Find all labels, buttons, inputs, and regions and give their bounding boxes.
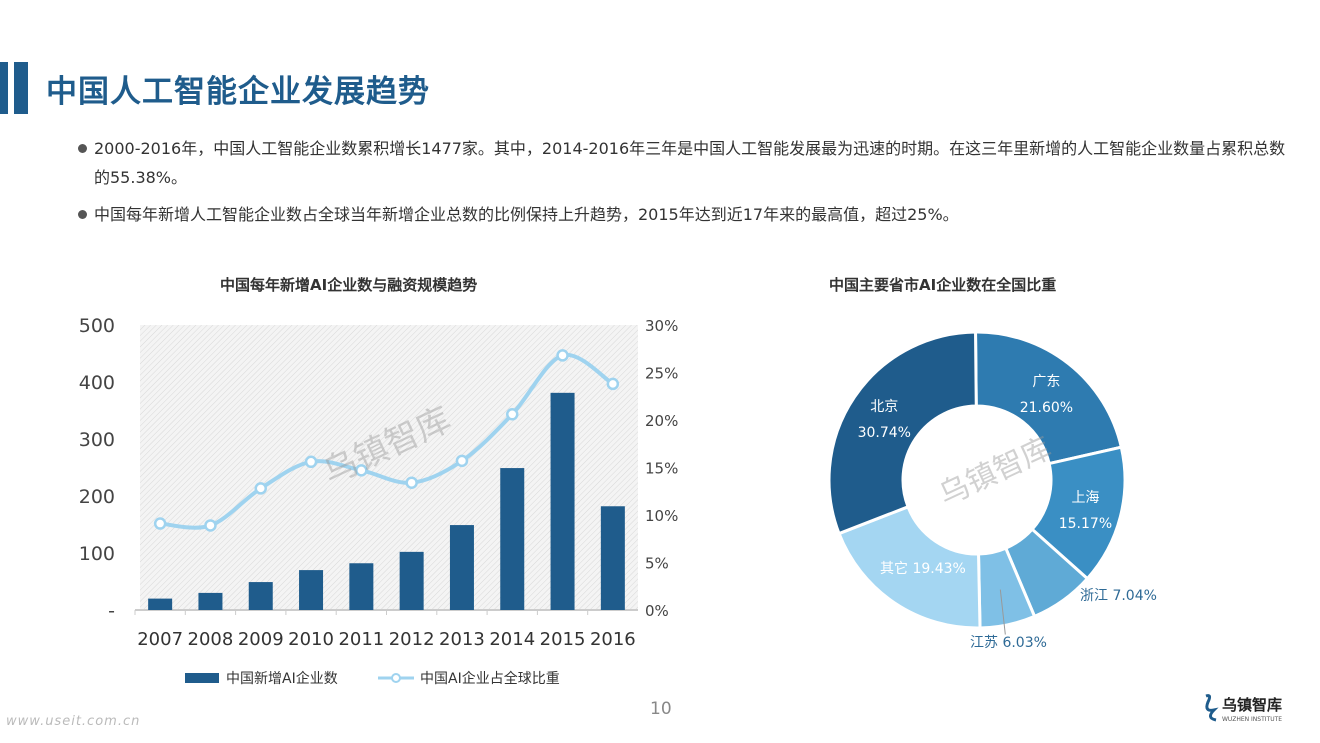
line-point (355, 464, 368, 477)
slice-label: 广东 (1032, 374, 1060, 390)
line-series (159, 352, 614, 530)
bar (449, 525, 474, 610)
y-tick-label: 500 (79, 315, 115, 337)
legend-label: 中国AI企业占全球比重 (420, 670, 560, 687)
pie-chart-title: 中国主要省市AI企业数在全国比重 (829, 276, 1057, 294)
y2-tick-label: 5% (645, 555, 669, 573)
svg-text:WUZHEN INSTITUTE: WUZHEN INSTITUTE (1222, 716, 1282, 723)
slice-value: 15.17% (1059, 516, 1112, 532)
x-tick-label: 2013 (439, 629, 485, 650)
bar (248, 582, 273, 610)
x-tick-label: 2014 (489, 629, 535, 650)
donut-slice (827, 330, 978, 536)
x-tick-label: 2008 (188, 629, 234, 650)
x-tick-label: 2010 (288, 629, 334, 650)
bullet-list: 2000-2016年，中国人工智能企业数累积增长1477家。其中，2014-20… (78, 134, 1293, 237)
slice-label: 浙江 7.04% (1080, 588, 1157, 604)
svg-text:乌镇智库: 乌镇智库 (1222, 696, 1282, 714)
y-tick-label: 200 (79, 486, 115, 508)
y2-tick-label: 30% (645, 317, 678, 335)
bar-chart-title: 中国每年新增AI企业数与融资规模趋势 (220, 276, 478, 294)
bar (550, 392, 575, 610)
y2-tick-label: 25% (645, 365, 678, 383)
brand-logo: 乌镇智库 WUZHEN INSTITUTE (1200, 690, 1300, 724)
y-tick-label: 300 (79, 429, 115, 451)
slice-value: 21.60% (1020, 400, 1073, 416)
donut-slice (974, 330, 1124, 466)
slice-label: 江苏 6.03% (970, 635, 1047, 651)
bar (148, 598, 173, 610)
line-point (556, 349, 569, 362)
y-tick-label: 100 (79, 543, 115, 565)
donut-chart: 广东 21.60% 上海 15.17% 浙江 7.04% 江苏 6.03% 其它 19.43… (827, 330, 1157, 651)
bar (500, 468, 525, 610)
x-tick-label: 2012 (389, 629, 435, 650)
donut-slice (837, 504, 982, 630)
line-point (153, 517, 167, 530)
line-point (304, 455, 318, 469)
y2-tick-label: 0% (645, 602, 669, 620)
bar (600, 506, 625, 610)
line-point (204, 519, 217, 532)
bar (198, 592, 223, 610)
y2-tick-label: 20% (645, 412, 678, 430)
bar (299, 570, 324, 610)
slice-label: 上海 (1071, 490, 1099, 506)
line-point (455, 454, 469, 468)
page-number: 10 (650, 699, 672, 719)
bullet-item: 2000-2016年，中国人工智能企业数累积增长1477家。其中，2014-20… (78, 134, 1293, 192)
slice-value: 30.74% (858, 425, 911, 441)
slice-label: 北京 (870, 399, 898, 415)
bar (349, 563, 374, 610)
y2-tick-label: 10% (645, 507, 678, 525)
watermark: 乌镇智库 (934, 431, 1058, 513)
y-tick-label: 400 (79, 372, 115, 394)
leader-line (999, 589, 1006, 635)
slice-label: 其它 19.43% (880, 560, 966, 577)
title-accent-bar (0, 62, 8, 114)
y2-tick-label: 15% (645, 460, 678, 478)
x-tick-label: 2007 (137, 629, 183, 650)
x-tick-label: 2016 (590, 629, 636, 650)
x-tick-label: 2011 (338, 629, 384, 650)
bullet-item: 中国每年新增人工智能企业数占全球当年新增企业总数的比例保持上升趋势，2015年达… (78, 200, 1293, 229)
x-tick-label: 2015 (540, 629, 586, 650)
line-point (606, 377, 620, 391)
footer-url: www.useit.com.cn (6, 714, 141, 729)
legend-swatch-bar (185, 673, 219, 683)
line-point (405, 476, 418, 489)
bar (399, 551, 424, 610)
page-title: 中国人工智能企业发展趋势 (46, 74, 430, 110)
title-accent-bar (14, 62, 28, 114)
y-tick-label: - (108, 600, 115, 622)
x-tick-label: 2009 (238, 629, 284, 650)
line-point (506, 408, 519, 421)
legend-marker (391, 673, 401, 683)
legend-label: 中国新增AI企业数 (226, 670, 338, 687)
line-point (254, 482, 267, 495)
